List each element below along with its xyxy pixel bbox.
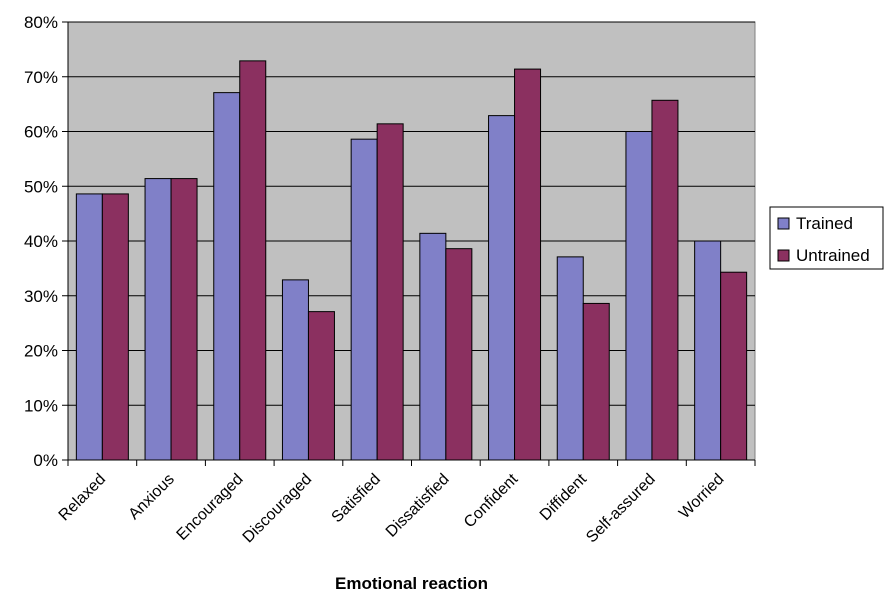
x-tick-label: Discouraged — [240, 471, 316, 547]
legend-label-untrained: Untrained — [796, 246, 870, 265]
x-tick-label: Satisfied — [329, 471, 384, 526]
bar-trained-self-assured — [625, 131, 653, 461]
y-tick-label: 40% — [24, 232, 58, 251]
x-tick-label: Self-assured — [583, 471, 659, 547]
bar-untrained-worried — [720, 271, 748, 461]
bar-trained-discouraged — [281, 279, 309, 461]
bar-untrained-encouraged — [239, 60, 267, 461]
bar-trained-worried — [694, 240, 722, 461]
y-tick-label: 80% — [24, 13, 58, 32]
x-tick-label: Confident — [461, 470, 522, 531]
bar-untrained-diffident — [582, 302, 610, 461]
x-tick-label: Anxious — [126, 471, 178, 523]
legend-swatch-untrained — [777, 249, 790, 262]
legend-swatch-trained — [777, 217, 790, 230]
x-tick-label: Dissatisfied — [383, 471, 453, 541]
legend-label-trained: Trained — [796, 214, 853, 233]
x-tick-label: Diffident — [537, 470, 591, 524]
legend: Trained Untrained — [769, 206, 884, 270]
bar-untrained-anxious — [170, 178, 198, 461]
x-axis-label: Emotional reaction — [335, 574, 488, 593]
x-tick-label: Encouraged — [174, 471, 247, 544]
y-tick-label: 0% — [33, 451, 58, 470]
y-tick-label: 10% — [24, 396, 58, 415]
y-tick-label: 30% — [24, 287, 58, 306]
bar-trained-encouraged — [213, 92, 241, 461]
bar-trained-confident — [488, 115, 516, 461]
bar-untrained-satisfied — [376, 123, 404, 461]
y-tick-label: 70% — [24, 68, 58, 87]
bar-trained-diffident — [556, 256, 584, 461]
x-tick-label: Worried — [676, 471, 727, 522]
bar-trained-satisfied — [350, 138, 378, 461]
bar-untrained-relaxed — [101, 193, 129, 461]
bars — [75, 60, 748, 461]
bar-trained-anxious — [144, 178, 172, 461]
axes — [62, 21, 756, 466]
bar-untrained-discouraged — [307, 311, 335, 461]
y-tick-label: 60% — [24, 123, 58, 142]
y-tick-label: 20% — [24, 342, 58, 361]
bar-trained-dissatisfied — [419, 232, 447, 461]
bar-untrained-self-assured — [651, 99, 679, 461]
y-tick-label: 50% — [24, 177, 58, 196]
bar-trained-relaxed — [75, 193, 103, 461]
bar-untrained-confident — [514, 68, 542, 461]
x-tick-label: Relaxed — [56, 471, 110, 525]
y-tick-labels: 0% 10% 20% 30% 40% 50% 60% 70% 80% — [24, 13, 58, 470]
bar-untrained-dissatisfied — [445, 248, 473, 461]
